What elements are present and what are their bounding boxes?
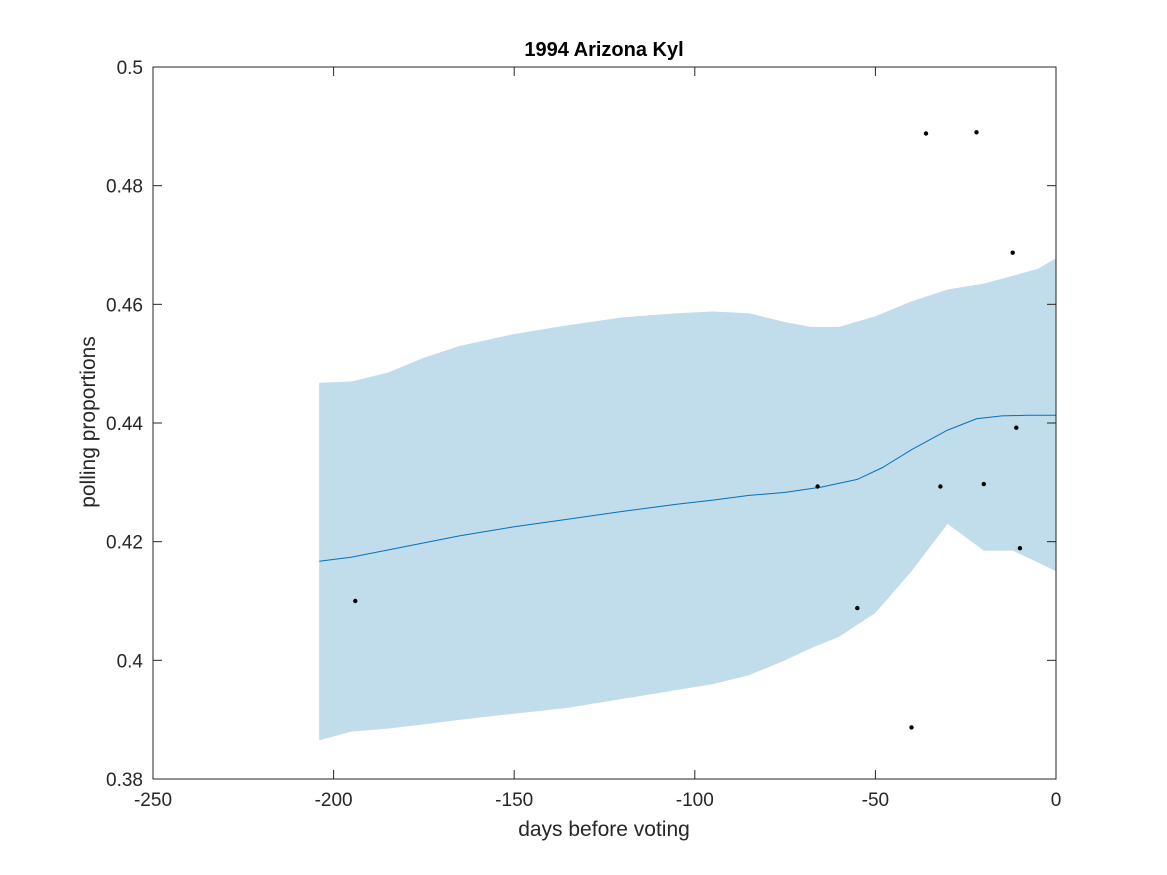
y-tick-label: 0.42	[106, 533, 143, 554]
x-tick-label: -50	[862, 790, 889, 811]
poll-point	[815, 484, 820, 489]
confidence-band-group	[319, 258, 1056, 741]
poll-point	[855, 605, 860, 611]
poll-point	[923, 131, 929, 136]
poll-point	[981, 481, 986, 487]
x-tick-label: -250	[134, 790, 172, 811]
y-tick-label: 0.46	[106, 295, 143, 316]
x-tick-label: -150	[495, 790, 533, 811]
chart-title: 1994 Arizona Kyl	[524, 39, 683, 61]
x-axis-label: days before voting	[518, 818, 690, 841]
x-tick-label: -100	[676, 790, 714, 811]
poll-points-group	[353, 130, 1023, 730]
poll-point	[909, 725, 914, 730]
poll-point	[974, 130, 979, 135]
axes-group: -250 -200 -150 -100 -50 0 0.38 0.4 0.42 0.44 0.46 0…	[106, 58, 1061, 811]
poll-point	[1017, 546, 1023, 551]
trend-line-group	[319, 414, 1056, 562]
x-tick-label: 0	[1051, 790, 1062, 811]
trend-line	[319, 414, 1056, 562]
poll-point	[938, 484, 943, 489]
y-tick-label: 0.48	[106, 177, 143, 198]
y-tick-label: 0.44	[106, 414, 143, 435]
poll-point	[1014, 425, 1019, 430]
poll-point	[1010, 250, 1015, 255]
y-tick-label: 0.38	[106, 770, 143, 791]
y-axis-label: polling proportions	[77, 336, 100, 508]
y-tick-label: 0.4	[117, 651, 144, 672]
confidence-band	[319, 258, 1056, 741]
poll-point	[353, 598, 358, 604]
y-tick-label: 0.5	[117, 58, 143, 79]
x-tick-label: -200	[315, 790, 353, 811]
